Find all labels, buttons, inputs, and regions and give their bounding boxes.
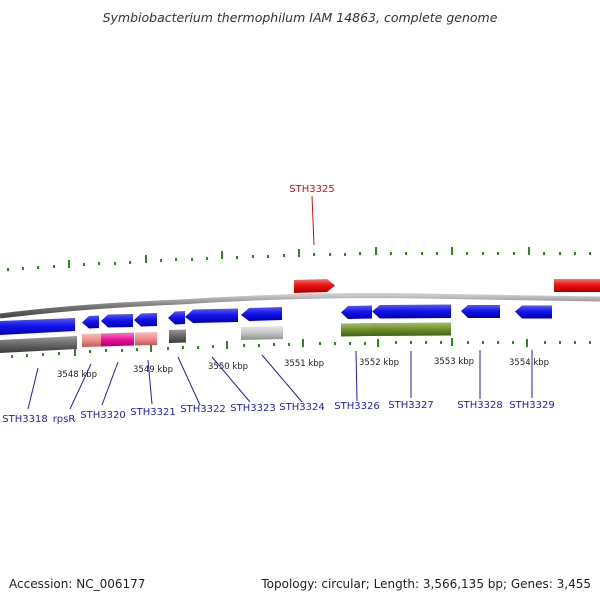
upper-scale-ticks — [7, 247, 591, 271]
scale-label-3554: 3554 kbp — [509, 358, 549, 368]
genome-backbone — [0, 293, 600, 319]
genome-summary-text: Topology: circular; Length: 3,566,135 bp… — [261, 577, 591, 591]
gene-sth3322-arrow[interactable] — [168, 311, 185, 325]
gene-rpsr-arrow[interactable] — [82, 315, 99, 329]
gene-label-sth3322[interactable]: STH3322 — [180, 404, 225, 415]
gene-label-sth3325[interactable]: STH3325 — [289, 184, 334, 195]
leader-sth3320 — [101, 361, 119, 406]
leader-lines — [27, 195, 533, 410]
category-bar-sth3320 — [101, 332, 134, 347]
category-bars — [0, 322, 451, 353]
gene-label-sth3323[interactable]: STH3323 — [230, 403, 275, 414]
gene-right-edge-arrow[interactable] — [554, 279, 600, 292]
gene-label-sth3324[interactable]: STH3324 — [279, 402, 324, 413]
gene-sth3329-arrow[interactable] — [515, 305, 552, 319]
leader-sth3318 — [27, 367, 39, 410]
gene-labels: STH3325 STH3318 rpsR STH3320 STH3321 STH… — [2, 184, 554, 425]
scale-label-3549: 3549 kbp — [133, 365, 173, 375]
gene-label-sth3326[interactable]: STH3326 — [334, 401, 379, 412]
category-bar-sth3326 — [341, 323, 372, 337]
scale-label-3553: 3553 kbp — [434, 357, 474, 367]
leader-sth3321 — [147, 359, 153, 405]
category-bar-sth3324 — [241, 326, 283, 340]
gene-label-sth3318[interactable]: STH3318 — [2, 414, 47, 425]
accession-text: Accession: NC_006177 — [9, 577, 146, 591]
category-bar-sth3322 — [169, 329, 186, 343]
category-bar-sth3327 — [372, 322, 451, 336]
gene-label-sth3321[interactable]: STH3321 — [130, 407, 175, 418]
category-bar-rpsr — [82, 333, 101, 347]
leader-sth3326 — [355, 350, 358, 402]
leader-sth3323 — [211, 356, 251, 403]
gene-label-sth3328[interactable]: STH3328 — [457, 400, 502, 411]
scale-label-3551: 3551 kbp — [284, 359, 324, 369]
category-bar-sth3318 — [0, 336, 77, 353]
scale-labels: 3548 kbp 3549 kbp 3550 kbp 3551 kbp 3552… — [57, 357, 549, 380]
category-bar-sth3321 — [135, 332, 157, 346]
scale-label-3548: 3548 kbp — [57, 370, 97, 380]
leader-sth3324 — [261, 354, 303, 403]
gene-sth3320-arrow[interactable] — [101, 314, 133, 328]
gene-label-sth3320[interactable]: STH3320 — [80, 410, 125, 421]
lower-scale-ticks — [11, 338, 591, 358]
gene-label-sth3327[interactable]: STH3327 — [388, 400, 433, 411]
leader-rpsr — [69, 363, 92, 410]
gene-label-rpsr[interactable]: rpsR — [53, 414, 76, 425]
reverse-genes — [0, 304, 552, 335]
gene-sth3324-arrow[interactable] — [241, 307, 282, 321]
gene-sth3328-arrow[interactable] — [461, 305, 500, 318]
leader-sth3322 — [177, 356, 201, 406]
gene-label-sth3329[interactable]: STH3329 — [509, 400, 554, 411]
gene-sth3326-arrow[interactable] — [341, 305, 372, 320]
gene-sth3327-arrow[interactable] — [372, 304, 451, 319]
gene-sth3321-arrow[interactable] — [134, 313, 157, 327]
scale-label-3550: 3550 kbp — [208, 362, 248, 372]
scale-label-3552: 3552 kbp — [359, 358, 399, 368]
gene-sth3325-arrow[interactable] — [294, 279, 335, 293]
map-title: Symbiobacterium thermophilum IAM 14863, … — [103, 10, 498, 25]
gene-sth3318-arrow[interactable] — [0, 318, 75, 335]
leader-sth3325 — [311, 195, 315, 246]
gene-sth3323-arrow[interactable] — [185, 308, 238, 324]
